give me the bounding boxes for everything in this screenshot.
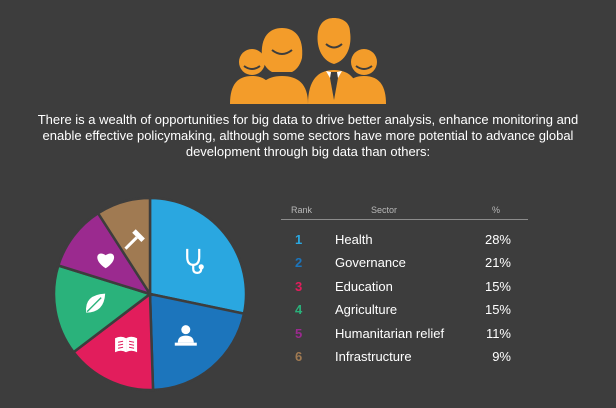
sector-percent: 28%: [484, 232, 511, 247]
pie-slice-health: [148, 196, 248, 316]
table-row: 2 Governance 21%: [281, 250, 531, 273]
table-body: 1 Health 28% 2 Governance 21% 3 Educatio…: [281, 218, 531, 367]
rank-number: 1: [295, 232, 303, 247]
sector-name: Agriculture: [335, 302, 398, 318]
table-row: 6 Infrastructure 9%: [281, 344, 531, 367]
table-row: 3 Education 15%: [281, 274, 531, 297]
open-book-icon: [115, 336, 138, 353]
rank-number: 4: [295, 302, 303, 318]
sector-percent: 15%: [484, 302, 511, 318]
sector-name: Humanitarian relief: [335, 325, 445, 341]
heart-icon: [97, 253, 115, 269]
header-divider: [281, 219, 528, 220]
intro-text: There is a wealth of opportunities for b…: [37, 112, 579, 159]
header-sector: Sector: [371, 205, 398, 215]
pie-slice-education: [71, 291, 155, 392]
pie-slice-governance: [148, 292, 246, 392]
table-row: 1 Health 28%: [281, 227, 531, 250]
rank-table: Rank Sector % 1 Health 28% 2 Governance …: [281, 202, 531, 367]
table-header: Rank Sector %: [281, 202, 531, 220]
table-row: 4 Agriculture 15%: [281, 297, 531, 320]
rank-number: 6: [295, 348, 303, 364]
pie-slice-infrastructure: [96, 196, 152, 299]
people-illustration: [230, 18, 386, 104]
rank-number: 5: [295, 325, 303, 341]
pie-slice-humanitarian-relief: [56, 211, 153, 297]
hammer-icon: [124, 229, 145, 250]
rank-number: 2: [295, 255, 303, 271]
sector-percent: 11%: [485, 325, 511, 341]
sector-name: Governance: [335, 255, 406, 271]
leaf-icon: [85, 293, 106, 313]
sector-name: Education: [335, 278, 393, 294]
sector-name: Infrastructure: [335, 348, 412, 364]
sector-percent: 15%: [484, 278, 511, 294]
pie-chart: [52, 196, 248, 392]
sector-percent: 21%: [484, 255, 511, 271]
header-rank: Rank: [291, 205, 313, 215]
rank-number: 3: [295, 278, 303, 294]
header-percent: %: [492, 205, 501, 215]
sector-percent: 9%: [492, 348, 511, 364]
person-at-desk-icon: [174, 325, 197, 346]
sector-name: Health: [335, 232, 373, 247]
table-row: 5 Humanitarian relief 11%: [281, 321, 531, 344]
stethoscope-icon: [186, 248, 204, 274]
